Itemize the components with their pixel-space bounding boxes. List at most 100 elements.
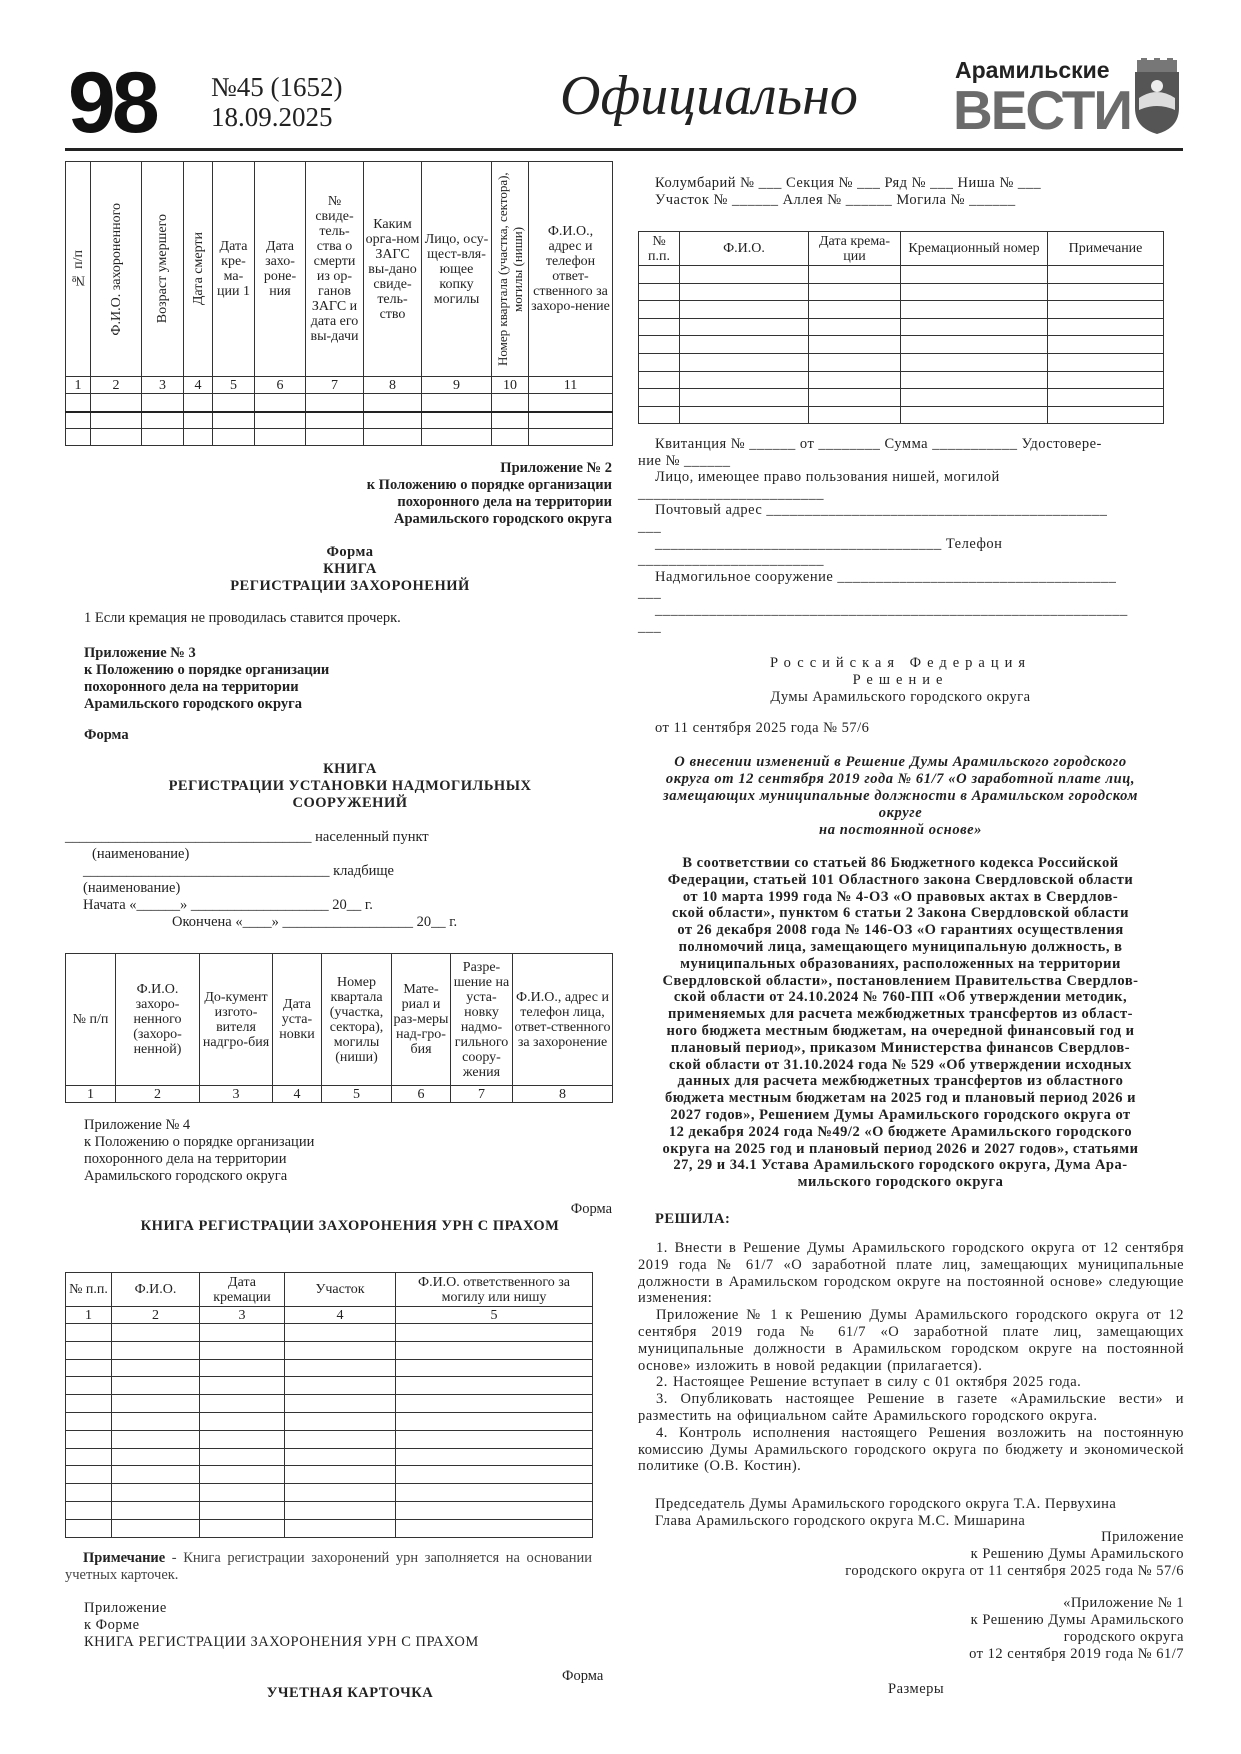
text-line: к Положению о порядке организации — [84, 1134, 315, 1150]
cell — [900, 317, 1048, 337]
cell — [900, 282, 1048, 302]
cell — [65, 1483, 112, 1502]
cell — [111, 1447, 200, 1467]
cell — [199, 1376, 285, 1396]
cell — [638, 370, 680, 390]
cell — [395, 1483, 593, 1502]
cell — [284, 1376, 396, 1396]
column-header: Каким орга-ном ЗАГС вы-дано свиде-тель-с… — [363, 161, 422, 377]
cell — [679, 300, 809, 319]
text-line: Форма — [326, 544, 374, 560]
cell — [638, 300, 680, 319]
column-header: № свиде-тель-ства о смерти из ор-ганов З… — [305, 161, 364, 377]
text-line: СООРУЖЕНИЙ — [292, 795, 408, 811]
cell — [284, 1394, 396, 1413]
column-header: № п.п. — [65, 1272, 112, 1307]
field-line: ________________________ — [638, 485, 824, 502]
cell — [65, 1394, 112, 1413]
text-line: мильского городского округа — [797, 1174, 1004, 1191]
table-row — [65, 1500, 593, 1520]
text-line: похоронного дела на территории — [84, 679, 299, 695]
cell — [284, 1323, 396, 1342]
signatures: Председатель Думы Арамильского городског… — [655, 1496, 1116, 1530]
field-line: ___ — [638, 618, 662, 635]
cell — [900, 405, 1048, 425]
decision-date: от 11 сентября 2025 года № 57/6 — [655, 720, 870, 736]
cell — [395, 1394, 593, 1413]
cell — [900, 388, 1048, 407]
table-row — [638, 317, 1164, 337]
text-line: КНИГА — [323, 561, 377, 577]
header-rule — [65, 148, 1183, 151]
cell — [111, 1500, 200, 1520]
column-header: Дата кре-ма-ции 1 — [212, 161, 255, 377]
text-line: 2027 годов», Решением Думы Арамильского … — [670, 1106, 1131, 1123]
cell — [808, 370, 901, 390]
cell — [65, 1465, 112, 1485]
text-line: данных для расчета межбюджетных трансфер… — [677, 1073, 1124, 1090]
column-header: Ф.И.О. — [111, 1272, 200, 1307]
issue-number: №45 (1652) — [211, 72, 343, 102]
decision-item: 1. Внести в Решение Думы Арамильского го… — [638, 1240, 1184, 1307]
note-text: - Книга регистрации захоронений урн запо… — [65, 1550, 592, 1583]
cell — [900, 265, 1048, 284]
column-header: № п/п — [65, 953, 116, 1086]
cell — [65, 1358, 112, 1378]
cell — [638, 388, 680, 407]
cell — [199, 1394, 285, 1413]
column-header: Участок — [284, 1272, 396, 1307]
cell — [808, 265, 901, 284]
table-header-row: № п.п. Ф.И.О. Дата кремации Участок Ф.И.О. о… — [65, 1272, 593, 1307]
text-line: к Положению о порядке организации — [84, 662, 330, 678]
cell — [199, 1340, 285, 1360]
cell: 9 — [421, 376, 492, 394]
text-line: ного бюджета местным бюджетам, на очеред… — [666, 1022, 1135, 1039]
cell — [284, 1429, 396, 1449]
cell: 4 — [284, 1306, 396, 1324]
cell — [900, 335, 1048, 354]
column-header: № п/п — [70, 250, 86, 288]
cell — [808, 300, 901, 319]
number-row: 1 2 3 4 5 6 7 8 9 10 11 — [65, 376, 613, 394]
cell — [199, 1411, 285, 1431]
cell — [638, 282, 680, 302]
cell — [65, 1518, 112, 1538]
column-header: Ф.И.О., адрес и телефон лица, ответ-стве… — [512, 953, 613, 1086]
cell: 3 — [199, 1306, 285, 1324]
text-line: к Форме — [84, 1617, 140, 1633]
cell — [1047, 370, 1164, 390]
decision-items: 1. Внести в Решение Думы Арамильского го… — [638, 1240, 1184, 1475]
text-line: О внесении изменений в Решение Думы Арам… — [674, 754, 1127, 770]
field-line: (наименование) — [92, 846, 190, 862]
cell — [395, 1376, 593, 1396]
cell — [284, 1483, 396, 1502]
cell — [284, 1340, 396, 1360]
cell — [284, 1500, 396, 1520]
cell — [679, 352, 809, 372]
text-line: городского округа от 11 сентября 2025 го… — [845, 1563, 1184, 1579]
cell: 11 — [528, 376, 613, 394]
note: Примечание - Книга регистрации захоронен… — [65, 1550, 592, 1584]
cell — [395, 1518, 593, 1538]
decision-item: 3. Опубликовать настоящее Решение в газе… — [638, 1391, 1184, 1424]
text-line: округа от 12 сентября 2019 года № 61/7 «… — [665, 771, 1136, 787]
field-line: ___ — [638, 585, 662, 602]
text-line: от 12 сентября 2019 года № 61/7 — [969, 1646, 1184, 1662]
text-line: Арамильского городского округа — [394, 511, 612, 527]
text-line: Колумбарий № ___ Секция № ___ Ряд № ___ … — [655, 175, 1042, 191]
text-line: Приложение — [1101, 1529, 1184, 1545]
cell — [395, 1465, 593, 1485]
table-row — [65, 1447, 593, 1467]
cell — [111, 1411, 200, 1431]
text-line: похоронного дела на территории — [84, 1151, 287, 1167]
cell — [111, 1483, 200, 1502]
cell: 2 — [115, 1085, 200, 1103]
card-location: Колумбарий № ___ Секция № ___ Ряд № ___ … — [655, 175, 1041, 209]
text-line: 12 декабря 2024 года №49/2 «О бюджете Ар… — [668, 1123, 1133, 1140]
text-line: от 10 марта 1999 года № 4-ОЗ «О правовых… — [682, 888, 1119, 905]
resolved-label: РЕШИЛА: — [655, 1211, 731, 1227]
column-header: Дата кремации — [199, 1272, 285, 1307]
text-line: Приложение № 3 — [84, 645, 196, 661]
